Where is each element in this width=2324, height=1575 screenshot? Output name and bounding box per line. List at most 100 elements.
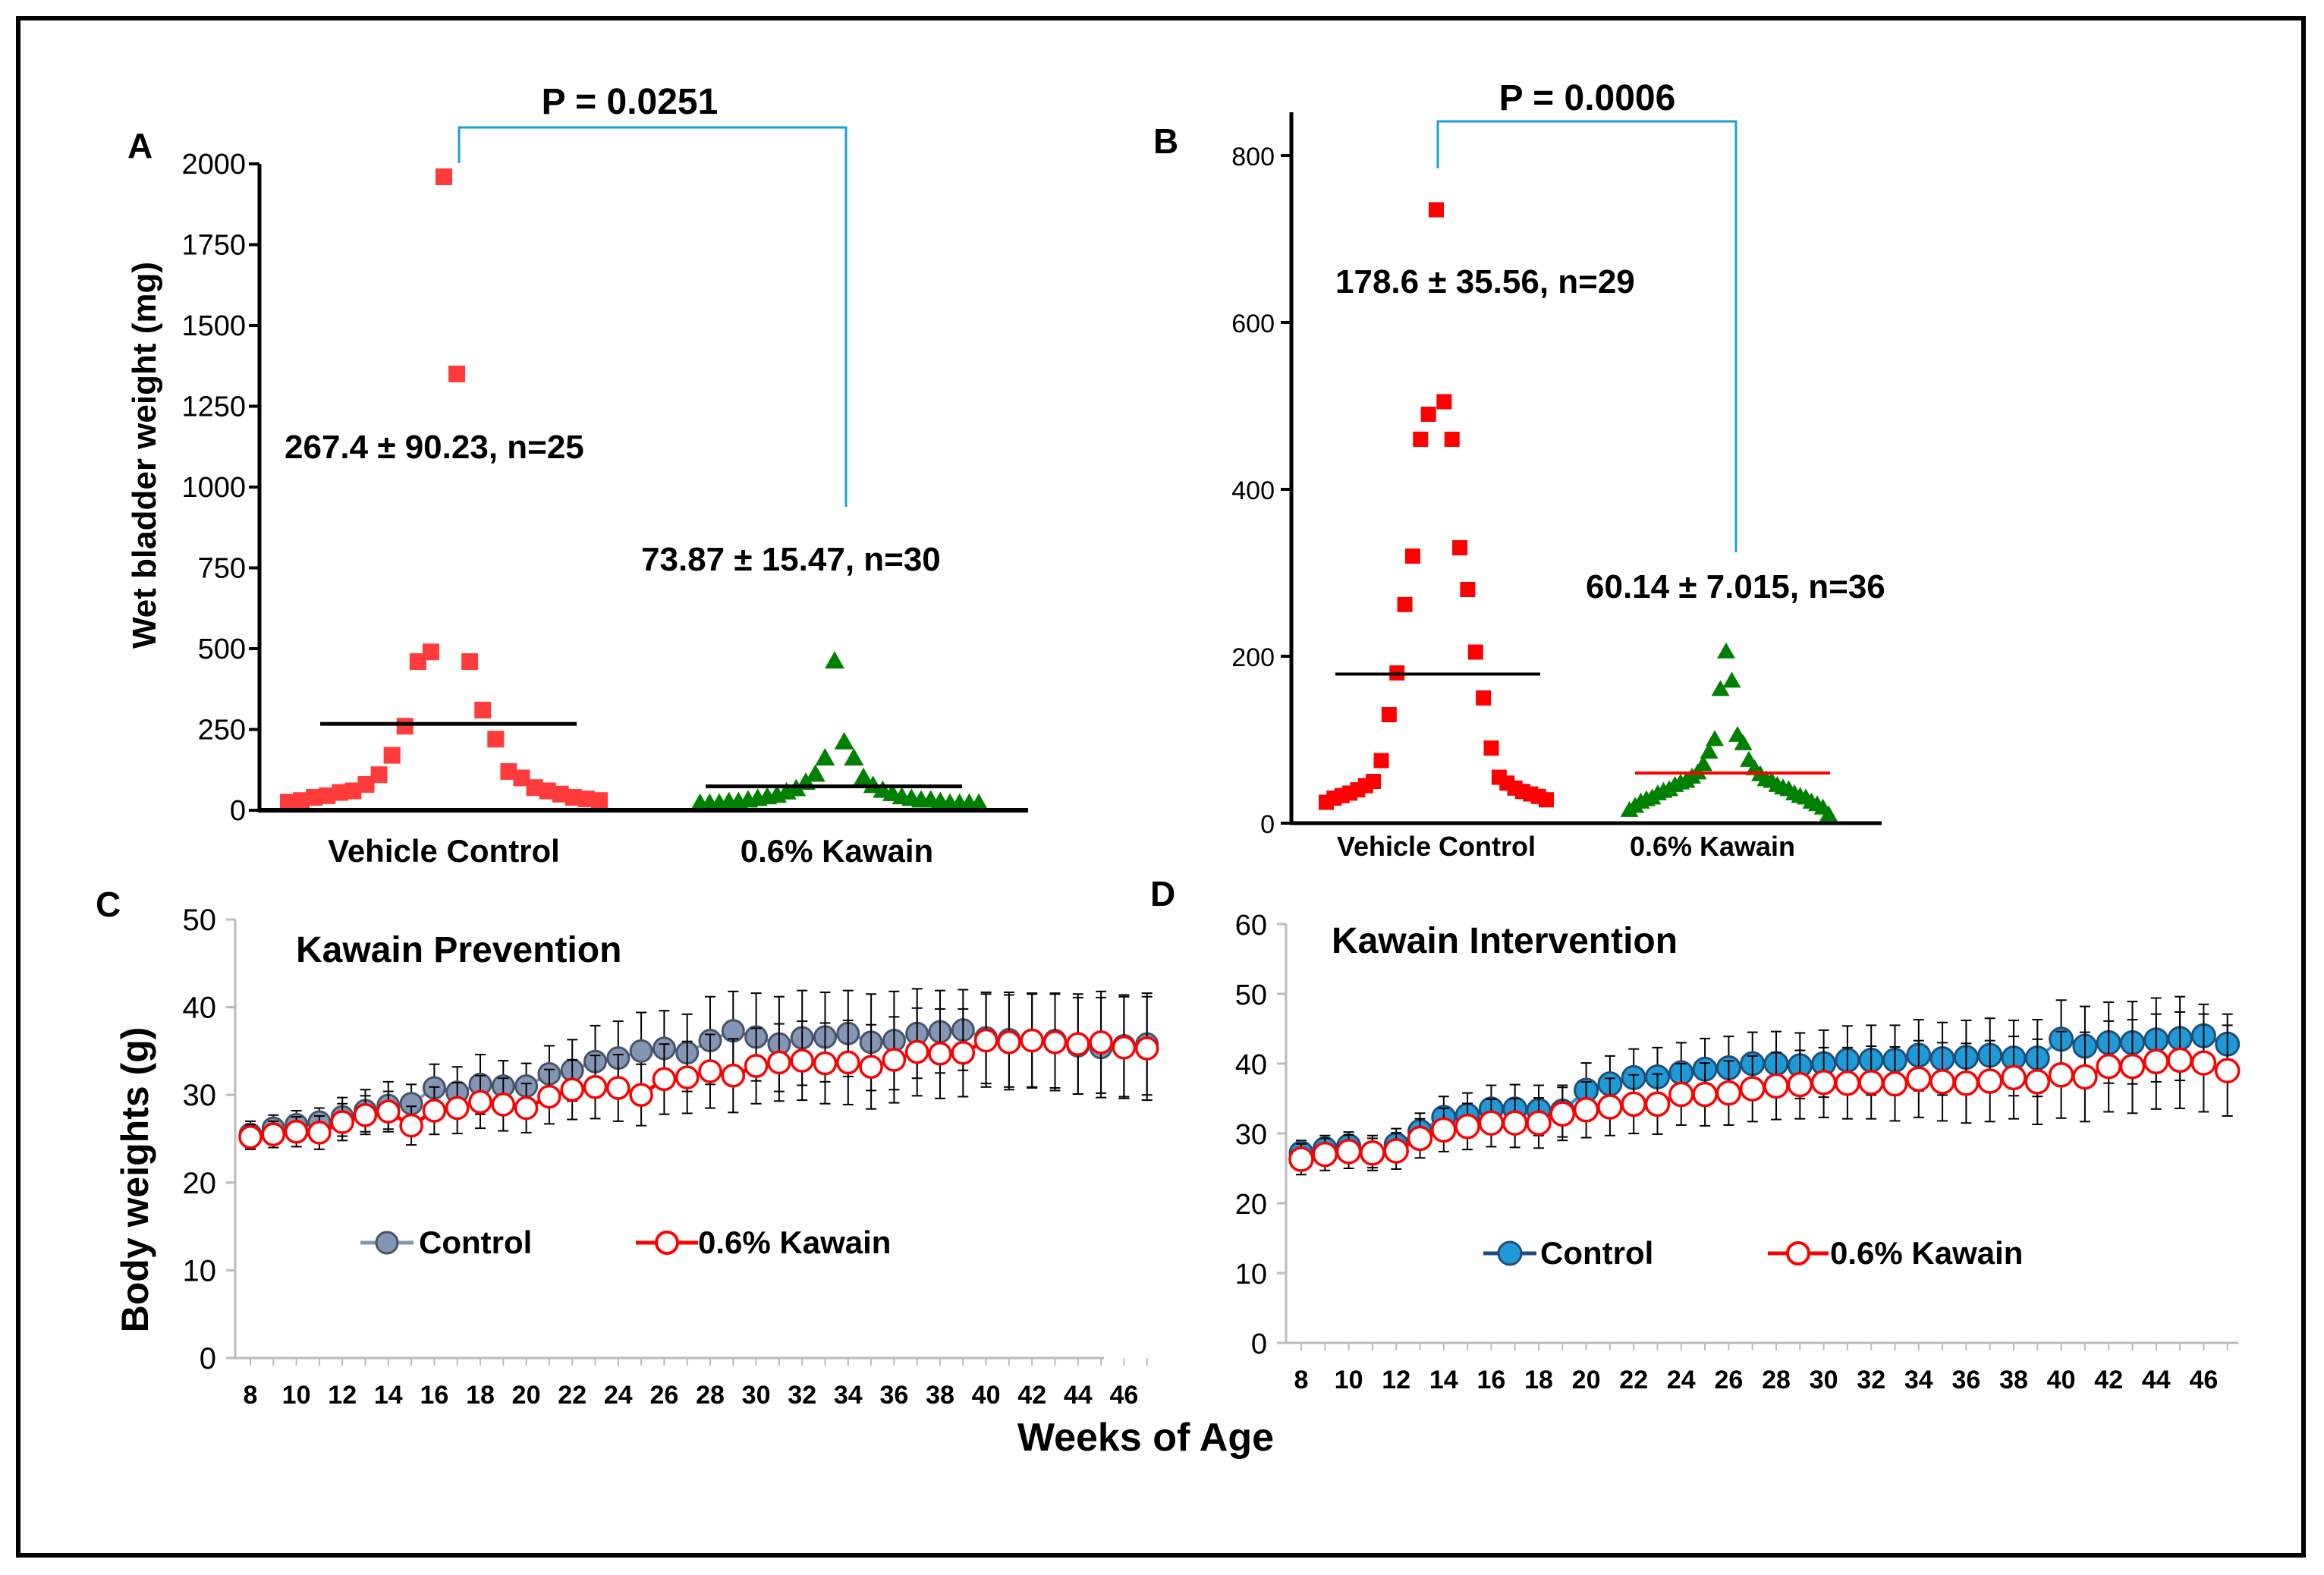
data-point: [514, 1096, 539, 1121]
data-point: [1953, 1070, 1980, 1096]
panel-b-points: [1319, 202, 1838, 822]
panel-b-y-ticks: 0 200 400 600 800: [1231, 143, 1291, 839]
panel-a: A Wet bladder weight (mg) 0 250 500 750 1000…: [126, 82, 1028, 869]
panel-b-y-tick-label: 600: [1231, 310, 1275, 338]
panel-d-legend-control-marker: [1497, 1240, 1523, 1266]
panel-a-points: [280, 168, 989, 811]
panel-c-x-tick-label: 44: [1064, 1381, 1093, 1410]
panel-b-point-triangle: [1728, 725, 1747, 742]
data-point: [2143, 1048, 2169, 1074]
panel-a-y-tick-label: 1500: [181, 310, 246, 342]
data-point: [261, 1122, 286, 1146]
panel-d-x-tick-label: 12: [1382, 1366, 1410, 1394]
panel-a-point-triangle: [863, 775, 883, 794]
panel-b-point-square: [1436, 394, 1452, 410]
panel-b-x-tick-vehicle: Vehicle Control: [1337, 831, 1536, 862]
data-point: [698, 1059, 722, 1083]
panel-a-point-square: [500, 762, 517, 780]
panel-b-point-triangle: [1717, 642, 1735, 659]
data-point: [284, 1120, 309, 1144]
panel-a-point-square: [293, 792, 310, 810]
panel-a-point-triangle: [834, 731, 854, 750]
panel-d-legend-kawain-label: 0.6% Kawain: [1830, 1235, 2023, 1271]
panel-c-x-tick-label: 28: [696, 1381, 725, 1410]
panel-d-title: Kawain Intervention: [1332, 921, 1678, 961]
panel-a-point-square: [487, 731, 505, 748]
panel-c-legend: Control 0.6% Kawain: [360, 1224, 891, 1260]
panel-c-x-tick-label: 8: [244, 1381, 258, 1410]
panel-c-x-tick-label: 20: [512, 1381, 541, 1410]
panel-c-x-tick-label: 46: [1109, 1381, 1138, 1410]
panel-b-point-square: [1483, 740, 1499, 756]
data-point: [1715, 1080, 1742, 1106]
panel-b-y-tick-label: 200: [1231, 643, 1275, 672]
panel-d-x-tick-label: 38: [1999, 1366, 2028, 1394]
panel-c-y-tick-label: 40: [183, 992, 217, 1025]
data-point: [744, 1054, 769, 1078]
data-point: [813, 1051, 838, 1076]
panel-b-point-square: [1467, 644, 1483, 660]
data-point: [652, 1067, 677, 1092]
data-point: [1335, 1139, 1362, 1165]
panel-a-point-square: [383, 747, 401, 764]
panel-c-series-kawain: [238, 990, 1159, 1150]
panel-a-y-tick-label: 1750: [181, 230, 246, 262]
data-point: [1134, 1036, 1159, 1061]
data-point: [2190, 1050, 2217, 1076]
panel-d-x-tick-label: 26: [1714, 1366, 1743, 1394]
panel-c-legend-control-label: Control: [419, 1224, 532, 1260]
panel-b-point-triangle: [1745, 759, 1764, 775]
panel-a-point-square: [332, 784, 349, 801]
panel-c-y-tick-label: 0: [200, 1342, 216, 1375]
data-point: [330, 1110, 354, 1134]
panel-a-point-square: [448, 365, 466, 382]
panel-d-series-kawain: [1288, 1011, 2241, 1176]
data-point: [2167, 1047, 2193, 1074]
data-point: [1739, 1076, 1766, 1102]
data-point: [1573, 1096, 1599, 1123]
panel-b-point-square: [1429, 202, 1444, 218]
panel-b-point-square: [1373, 753, 1389, 769]
data-point: [2119, 1053, 2146, 1080]
panel-d-x-ticks: 8 10 12 14 16 18 20 22 24 26 28 30 32 34 36 38 40 42 44 46: [1294, 1343, 2228, 1394]
panel-a-point-square: [564, 788, 582, 806]
data-point: [583, 1075, 608, 1099]
data-point: [1882, 1070, 1908, 1097]
panel-a-x-tick-vehicle: Vehicle Control: [328, 833, 560, 869]
panel-a-ylabel: Wet bladder weight (mg): [126, 262, 163, 649]
panel-a-y-tick-label: 0: [230, 795, 246, 827]
panel-d-legend-control-label: Control: [1540, 1235, 1653, 1271]
data-point: [629, 1083, 653, 1107]
data-point: [997, 1030, 1021, 1055]
data-point: [721, 1064, 746, 1088]
panel-a-y-tick-label: 1250: [181, 391, 246, 423]
data-point: [629, 1039, 653, 1063]
panel-a-point-square: [436, 168, 452, 186]
panel-b-point-triangle: [1734, 734, 1753, 750]
data-point: [238, 1124, 263, 1149]
data-point: [1360, 1140, 1385, 1166]
panel-a-point-square: [409, 653, 426, 671]
panel-d-y-tick-label: 40: [1235, 1049, 1267, 1081]
panel-d-x-tick-label: 36: [1951, 1366, 1980, 1394]
data-point: [1763, 1073, 1789, 1099]
panel-c-x-tick-label: 32: [788, 1381, 816, 1410]
panel-d-x-tick-label: 14: [1429, 1366, 1458, 1394]
data-point: [445, 1096, 470, 1121]
panel-d-x-tick-label: 34: [1904, 1366, 1933, 1394]
data-point: [928, 1042, 952, 1066]
panel-b-point-square: [1452, 540, 1468, 555]
panel-c-y-tick-label: 30: [183, 1079, 217, 1112]
panel-a-letter: A: [127, 126, 153, 165]
data-point: [1454, 1114, 1480, 1140]
data-point: [859, 1055, 883, 1079]
panel-d-legend: Control 0.6% Kawain: [1483, 1235, 2023, 1271]
panel-c-x-tick-label: 22: [558, 1381, 587, 1410]
data-point: [422, 1099, 447, 1123]
panel-b-point-square: [1476, 690, 1492, 706]
panel-d-x-tick-label: 8: [1294, 1366, 1309, 1394]
panel-a-point-square: [357, 775, 375, 793]
panel-c-x-ticks: 8 10 12 14 16 18 20 22 24 26 28 30 32 34 36 38 40 42 44 46: [244, 1358, 1148, 1410]
panel-a-point-square: [474, 701, 492, 718]
data-point: [2214, 1058, 2241, 1083]
